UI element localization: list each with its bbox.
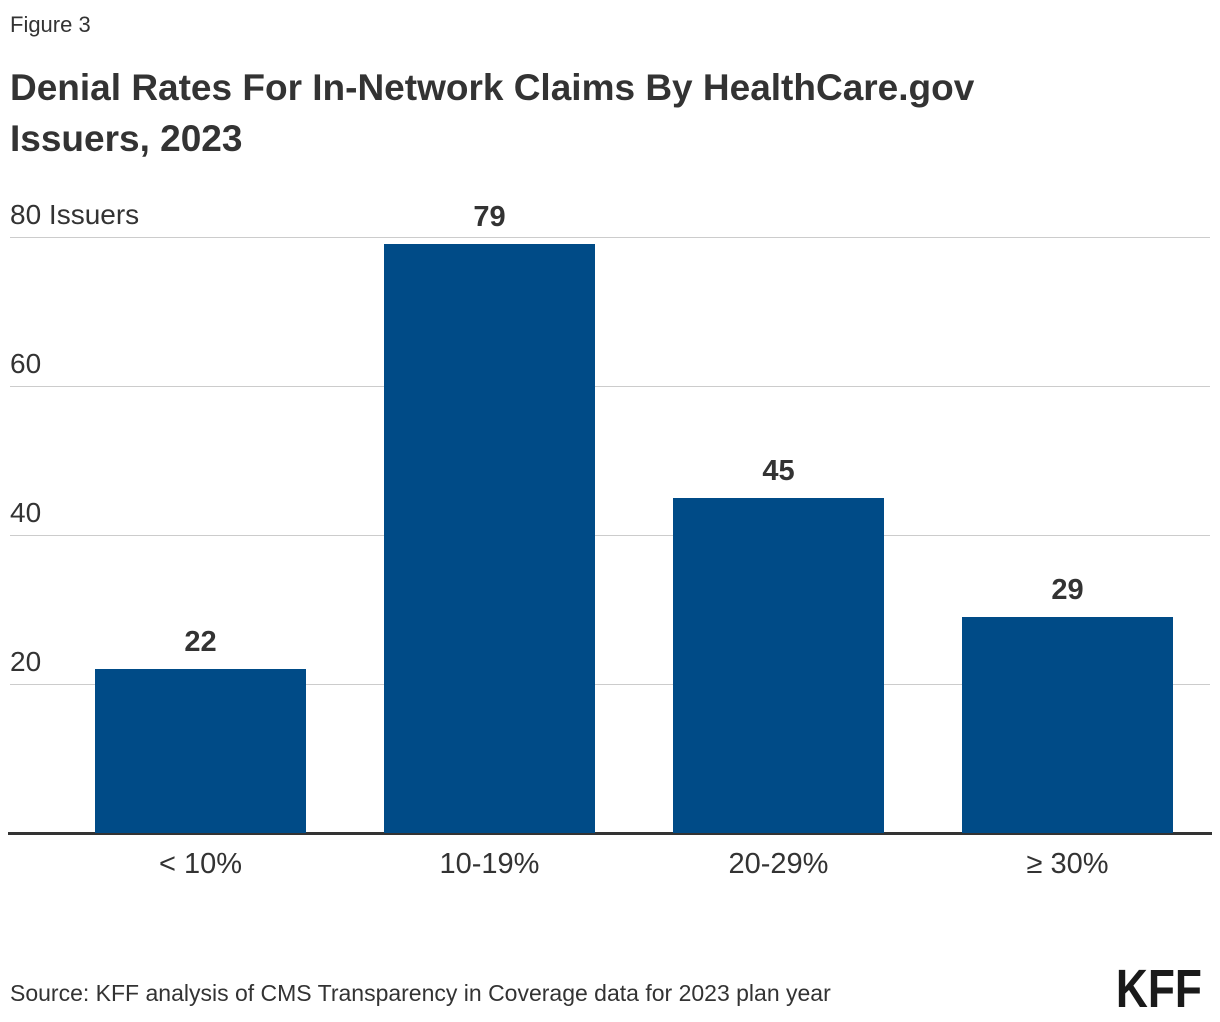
x-category-label: < 10% xyxy=(158,848,243,880)
x-axis-category-labels: < 10% 10-19% 20-29% ≥ 30% xyxy=(0,848,1220,890)
bar xyxy=(673,497,884,833)
y-tick-label: 80 Issuers xyxy=(10,199,140,230)
y-tick-label: 40 xyxy=(10,497,42,528)
chart-title-line-2: Issuers, 2023 xyxy=(10,118,243,160)
gridline xyxy=(10,535,1210,536)
bar-value-label: 22 xyxy=(184,626,217,659)
x-category-label: ≥ 30% xyxy=(1026,848,1109,880)
bar-value-label: 79 xyxy=(473,201,506,234)
x-axis-line xyxy=(8,832,1212,835)
kff-logo: KFF xyxy=(1115,959,1202,1019)
figure-number-label: Figure 3 xyxy=(10,12,91,37)
gridline xyxy=(10,386,1210,387)
bar-chart-plot-area: 20 40 60 80 Issuers 22 79 45 29 xyxy=(0,199,1220,835)
x-category-label: 10-19% xyxy=(439,848,540,880)
source-note: Source: KFF analysis of CMS Transparency… xyxy=(10,980,831,1006)
bar-value-label: 45 xyxy=(762,454,795,487)
bar xyxy=(962,616,1173,833)
bar xyxy=(95,669,306,833)
y-tick-label: 60 xyxy=(10,348,42,379)
chart-title-line-1: Denial Rates For In-Network Claims By He… xyxy=(10,67,975,108)
bar-value-label: 29 xyxy=(1051,573,1084,606)
y-tick-label: 20 xyxy=(10,646,42,677)
gridline xyxy=(10,237,1210,238)
bar xyxy=(384,244,595,833)
chart-title: Denial Rates For In-Network Claims By He… xyxy=(10,62,974,164)
gridline xyxy=(10,684,1210,685)
x-category-label: 20-29% xyxy=(728,848,829,880)
